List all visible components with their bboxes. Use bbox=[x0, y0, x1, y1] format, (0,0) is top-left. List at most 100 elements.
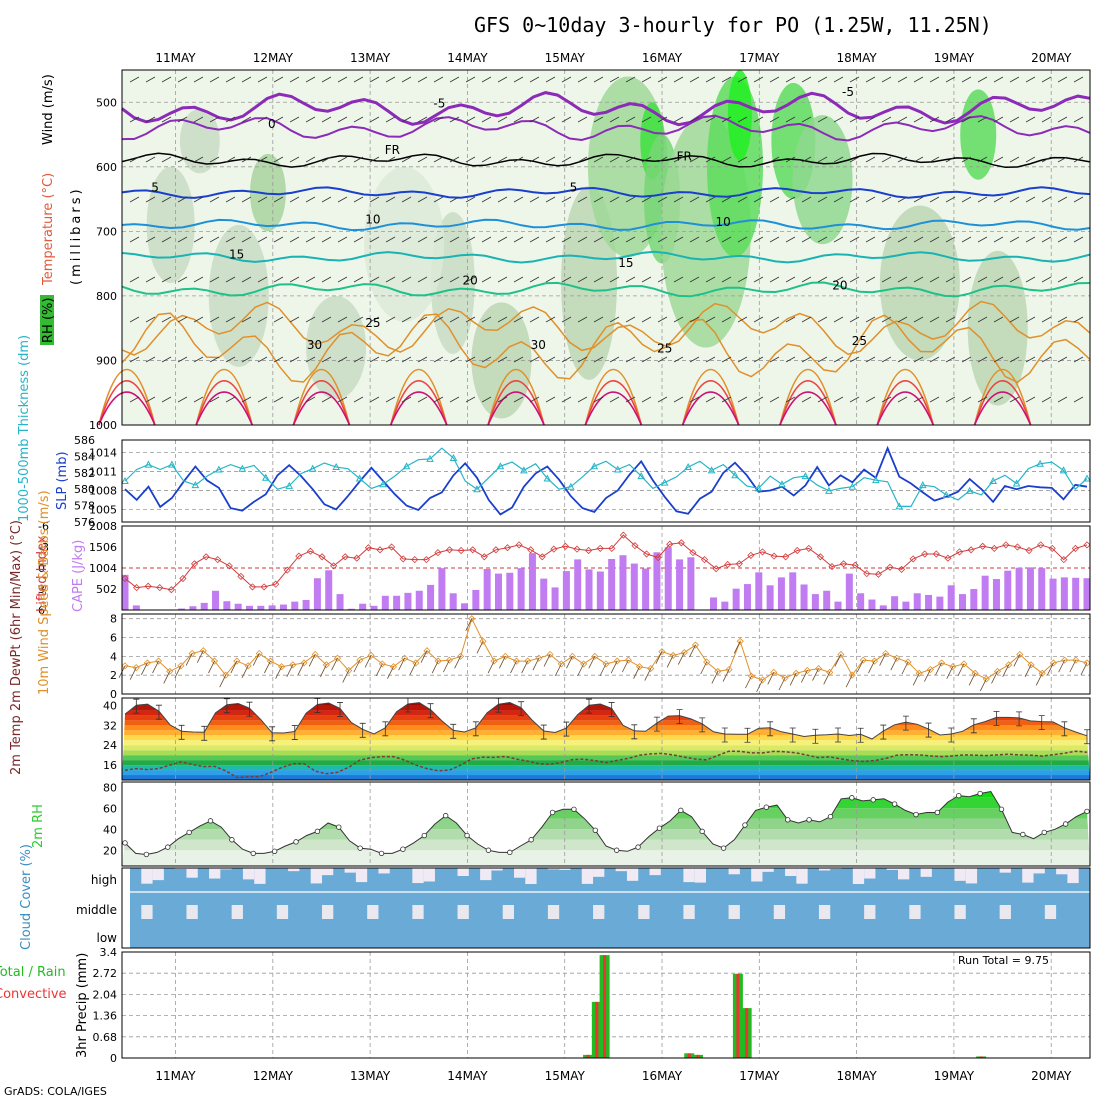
wind-speed-point bbox=[725, 665, 733, 674]
wind-barb bbox=[161, 156, 172, 163]
lifted-index-point bbox=[863, 570, 871, 578]
wind-barb bbox=[721, 276, 732, 283]
wind-barb bbox=[177, 396, 188, 403]
wind-barb bbox=[641, 356, 652, 363]
wind-barb bbox=[753, 116, 764, 123]
cape-bar bbox=[551, 587, 559, 610]
wind-speed-point bbox=[848, 671, 856, 679]
wind-speed-point bbox=[938, 659, 946, 667]
minmax-bar bbox=[993, 710, 1000, 726]
wind-barb bbox=[769, 396, 780, 403]
rh-point bbox=[442, 812, 449, 819]
wind-speed-point bbox=[680, 649, 688, 657]
wind-barb bbox=[481, 76, 492, 83]
thickness-tick: 582 bbox=[74, 467, 95, 480]
wind-barb bbox=[225, 316, 236, 323]
ylabel-wind: Wind (m/s) bbox=[41, 74, 56, 145]
rh-point bbox=[763, 804, 770, 810]
rh-point bbox=[656, 825, 663, 831]
rh-point bbox=[913, 811, 919, 818]
temp-band bbox=[122, 735, 1090, 741]
wind-speed-point bbox=[635, 663, 644, 671]
cape-bar bbox=[857, 593, 865, 610]
wind-barb bbox=[529, 76, 540, 83]
wind-barb bbox=[401, 76, 412, 83]
lifted-index-point bbox=[503, 544, 512, 552]
wind-barb bbox=[241, 156, 252, 163]
wind-barb bbox=[321, 76, 332, 83]
lifted-index-point bbox=[874, 570, 882, 578]
surface-temp-contour bbox=[681, 368, 740, 426]
wind-barb bbox=[177, 196, 188, 203]
wind-barb bbox=[417, 316, 428, 323]
mid-cloud-gap bbox=[141, 905, 153, 919]
wind-barb bbox=[666, 655, 674, 668]
wind-speed-point bbox=[222, 671, 230, 679]
lifted-index-point bbox=[248, 583, 257, 591]
li-tick: -6 bbox=[38, 520, 49, 533]
cape-bar bbox=[1083, 578, 1091, 610]
wind-barb bbox=[225, 156, 236, 163]
wind-barb bbox=[385, 316, 396, 323]
thickness-slp-panel: 586 584 582 580 578 576 1014 1011 1008 1005 1000-5… bbox=[17, 335, 1091, 529]
wind-barb bbox=[337, 236, 348, 243]
temperature-contour bbox=[121, 152, 1091, 169]
cloud-low-tick: low bbox=[97, 931, 118, 945]
high-cloud-gap bbox=[514, 868, 526, 878]
wind-barb bbox=[145, 236, 156, 243]
cape-tick: 502 bbox=[96, 583, 117, 596]
wind-barb bbox=[711, 671, 719, 684]
temp-band bbox=[122, 710, 1090, 716]
rh-point bbox=[165, 844, 171, 850]
mid-cloud-gap bbox=[322, 905, 334, 919]
wind-speed-point bbox=[188, 649, 196, 658]
wind-barb bbox=[337, 76, 348, 83]
cape-bar bbox=[302, 599, 310, 610]
wind-barb bbox=[897, 316, 908, 323]
wind-barb bbox=[657, 276, 668, 283]
rh-point bbox=[998, 806, 1005, 812]
rh-point bbox=[742, 822, 748, 828]
wind-barb bbox=[897, 76, 908, 83]
wind-barb bbox=[385, 116, 396, 123]
wind-speed-point bbox=[1005, 661, 1013, 669]
rh-point bbox=[271, 848, 278, 854]
thickness-point bbox=[637, 472, 646, 480]
wind-barb bbox=[529, 196, 540, 203]
temperature-contour bbox=[121, 281, 1091, 298]
wind-barb bbox=[289, 396, 300, 403]
wind-speed-point bbox=[121, 662, 129, 670]
high-cloud-gap bbox=[649, 868, 661, 876]
wind-barb bbox=[737, 356, 748, 363]
thickness-tick: 586 bbox=[74, 434, 95, 447]
high-cloud-gap bbox=[378, 868, 390, 874]
wind-barb bbox=[737, 396, 748, 403]
minmax-bar bbox=[472, 721, 479, 737]
contour-label: -5 bbox=[842, 85, 854, 99]
run-total-label: Run Total = 9.75 bbox=[958, 954, 1049, 967]
wind-barb bbox=[577, 76, 588, 83]
wind-barb bbox=[991, 671, 998, 684]
wind-barb bbox=[913, 316, 924, 323]
wind-barb bbox=[417, 396, 428, 403]
cape-bar bbox=[823, 590, 831, 610]
wind-barb bbox=[545, 116, 556, 123]
cross-section-frame bbox=[121, 69, 1091, 426]
wind-speed-point bbox=[770, 668, 778, 676]
wind-barb bbox=[677, 652, 685, 665]
wind-barb bbox=[385, 276, 396, 283]
wind-barb bbox=[913, 236, 924, 243]
wind-barb bbox=[289, 156, 300, 163]
wind-barb bbox=[1025, 276, 1036, 283]
cape-bar bbox=[891, 596, 899, 610]
wind-barb bbox=[331, 658, 338, 671]
wind-barb bbox=[337, 356, 348, 363]
wind-barb bbox=[289, 276, 300, 283]
wind-ylabel: 10m Wind Speed & Barbs (m/s) bbox=[37, 490, 52, 695]
wind-barb bbox=[641, 116, 652, 123]
minmax-bar bbox=[699, 717, 706, 733]
minmax-bar bbox=[721, 727, 728, 743]
wind-barb bbox=[657, 356, 668, 363]
wind-barb bbox=[305, 396, 316, 403]
wind-barb bbox=[946, 666, 954, 679]
